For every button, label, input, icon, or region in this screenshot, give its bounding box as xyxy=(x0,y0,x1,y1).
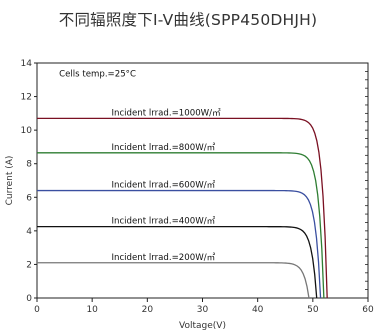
y-tick-label: 12 xyxy=(21,93,32,103)
x-axis-label: Voltage(V) xyxy=(179,321,226,331)
series-label: Incident lrrad.=800W/㎡ xyxy=(111,142,215,153)
x-tick-label: 50 xyxy=(307,305,319,315)
y-tick-label: 4 xyxy=(26,227,32,237)
y-tick-label: 6 xyxy=(26,193,32,203)
series-label: Incident lrrad.=600W/㎡ xyxy=(111,180,215,191)
chart-title: 不同辐照度下I-V曲线(SPP450DHJH) xyxy=(58,11,318,29)
y-tick-label: 8 xyxy=(26,160,32,170)
y-tick-label: 14 xyxy=(21,59,33,69)
iv-curve-series xyxy=(37,152,325,299)
iv-curve-series xyxy=(37,189,322,299)
series-label: Incident lrrad.=400W/㎡ xyxy=(111,216,215,227)
x-tick-label: 10 xyxy=(86,305,98,315)
series-label: Incident lrrad.=1000W/㎡ xyxy=(111,107,221,118)
iv-curve-series xyxy=(37,226,318,299)
x-tick-label: 60 xyxy=(362,305,374,315)
series-label: Incident lrrad.=200W/㎡ xyxy=(111,252,215,263)
y-tick-label: 2 xyxy=(26,260,32,270)
y-axis-label: Current (A) xyxy=(5,156,15,206)
x-tick-label: 0 xyxy=(34,305,40,315)
y-tick-label: 10 xyxy=(21,126,33,136)
x-tick-label: 40 xyxy=(252,305,264,315)
temperature-annotation: Cells temp.=25°C xyxy=(59,69,136,79)
y-tick-label: 0 xyxy=(26,294,32,304)
x-tick-label: 30 xyxy=(197,305,209,315)
iv-curve-series xyxy=(37,262,310,299)
iv-curve-series xyxy=(37,117,328,299)
x-tick-label: 20 xyxy=(142,305,154,315)
